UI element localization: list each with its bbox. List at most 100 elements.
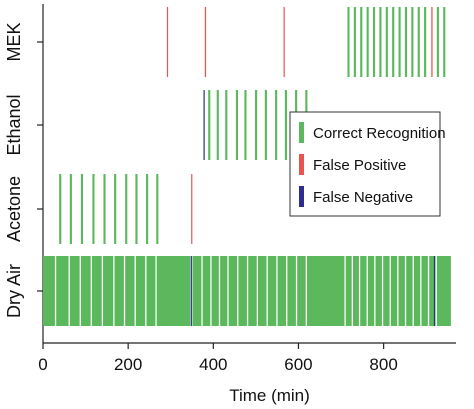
correct-recognition-event-dry-air-60 <box>345 256 352 326</box>
legend-box <box>289 111 441 217</box>
correct-recognition-event-dry-air-67 <box>398 256 405 326</box>
correct-recognition-event-ethanol-19 <box>244 90 247 160</box>
y-category-label-dry-air: Dry Air <box>4 264 24 318</box>
correct-recognition-event-dry-air-39 <box>80 256 91 326</box>
correct-recognition-event-dry-air-48 <box>202 256 211 326</box>
x-tick-label-400: 400 <box>199 355 227 374</box>
correct-recognition-event-ethanol-20 <box>255 90 258 160</box>
correct-recognition-event-dry-air-43 <box>125 256 135 326</box>
correct-recognition-event-ethanol-18 <box>235 90 239 160</box>
x-axis-ticks: 0 200 400 600 800 <box>38 343 398 374</box>
correct-recognition-event-acetone-35 <box>156 174 159 244</box>
legend-swatch-false-positive <box>299 154 304 175</box>
correct-recognition-event-mek-6 <box>385 7 388 77</box>
correct-recognition-event-mek-3 <box>366 7 369 77</box>
false-negative-event-dry-air-2 <box>433 256 436 326</box>
correct-recognition-event-dry-air-37 <box>56 256 69 326</box>
correct-recognition-event-acetone-28 <box>80 174 84 244</box>
correct-recognition-event-dry-air-59 <box>306 256 345 326</box>
correct-recognition-event-mek-4 <box>372 7 376 77</box>
correct-recognition-event-mek-11 <box>417 7 420 77</box>
correct-recognition-event-dry-air-63 <box>367 256 375 326</box>
correct-recognition-event-mek-7 <box>392 7 395 77</box>
correct-recognition-event-dry-air-68 <box>406 256 413 326</box>
correct-recognition-event-dry-air-50 <box>220 256 228 326</box>
correct-recognition-event-dry-air-69 <box>413 256 421 326</box>
correct-recognition-event-dry-air-53 <box>248 256 257 326</box>
correct-recognition-event-mek-5 <box>379 7 382 77</box>
y-category-label-acetone: Acetone <box>4 176 24 242</box>
y-axis-categories: Dry Air Acetone Ethanol MEK <box>4 22 43 318</box>
x-axis-title: Time (min) <box>229 386 310 405</box>
correct-recognition-event-mek-1 <box>353 7 356 77</box>
legend-label-false-positive: False Positive <box>313 157 406 174</box>
event-marks <box>43 7 451 326</box>
correct-recognition-event-ethanol-16 <box>216 90 219 160</box>
correct-recognition-event-dry-air-45 <box>146 256 156 326</box>
correct-recognition-event-ethanol-23 <box>284 90 287 160</box>
correct-recognition-event-dry-air-66 <box>390 256 398 326</box>
correct-recognition-event-mek-2 <box>360 7 363 77</box>
correct-recognition-event-dry-air-61 <box>352 256 359 326</box>
correct-recognition-event-acetone-31 <box>114 174 117 244</box>
correct-recognition-event-acetone-29 <box>92 174 95 244</box>
correct-recognition-event-dry-air-55 <box>267 256 277 326</box>
correct-recognition-event-dry-air-49 <box>211 256 219 326</box>
correct-recognition-event-ethanol-15 <box>208 90 211 160</box>
false-positive-event-mek-1 <box>204 7 207 77</box>
correct-recognition-event-dry-air-44 <box>135 256 146 326</box>
correct-recognition-event-dry-air-52 <box>238 256 247 326</box>
correct-recognition-event-mek-9 <box>404 7 408 77</box>
correct-recognition-event-dry-air-71 <box>429 256 436 326</box>
correct-recognition-event-dry-air-54 <box>258 256 267 326</box>
correct-recognition-event-ethanol-21 <box>264 90 267 160</box>
false-negative-event-ethanol-0 <box>203 90 205 160</box>
correct-recognition-event-dry-air-64 <box>375 256 382 326</box>
correct-recognition-event-dry-air-46 <box>156 256 191 326</box>
correct-recognition-event-acetone-34 <box>146 174 149 244</box>
correct-recognition-event-acetone-27 <box>69 174 72 244</box>
correct-recognition-event-dry-air-41 <box>103 256 114 326</box>
x-tick-label-800: 800 <box>369 355 397 374</box>
correct-recognition-event-dry-air-38 <box>69 256 80 326</box>
correct-recognition-event-acetone-33 <box>135 174 138 244</box>
false-positive-event-acetone-4 <box>191 174 193 244</box>
correct-recognition-event-dry-air-62 <box>360 256 367 326</box>
correct-recognition-event-mek-12 <box>424 7 427 77</box>
correct-recognition-event-mek-0 <box>347 7 350 77</box>
legend: Correct Recognition False Positive False N… <box>289 111 446 217</box>
y-category-label-ethanol: Ethanol <box>4 94 24 155</box>
correct-recognition-event-mek-14 <box>443 7 446 77</box>
correct-recognition-event-dry-air-65 <box>383 256 390 326</box>
correct-recognition-event-dry-air-36 <box>43 256 55 326</box>
correct-recognition-event-dry-air-70 <box>421 256 428 326</box>
legend-swatch-false-negative <box>299 186 304 207</box>
correct-recognition-event-dry-air-72 <box>436 256 451 326</box>
x-tick-label-200: 200 <box>114 355 142 374</box>
correct-recognition-event-acetone-26 <box>59 174 62 244</box>
correct-recognition-event-ethanol-22 <box>275 90 278 160</box>
legend-swatch-correct-recognition <box>299 122 304 143</box>
correct-recognition-event-dry-air-57 <box>287 256 296 326</box>
correct-recognition-event-ethanol-17 <box>225 90 228 160</box>
correct-recognition-event-acetone-32 <box>125 174 128 244</box>
x-tick-label-0: 0 <box>38 355 47 374</box>
correct-recognition-event-mek-13 <box>436 7 439 77</box>
correct-recognition-event-dry-air-47 <box>192 256 202 326</box>
correct-recognition-event-dry-air-56 <box>277 256 287 326</box>
y-category-label-mek: MEK <box>4 22 24 61</box>
correct-recognition-event-dry-air-42 <box>114 256 124 326</box>
false-positive-event-mek-3 <box>431 7 433 77</box>
correct-recognition-event-acetone-30 <box>103 174 106 244</box>
legend-label-correct-recognition: Correct Recognition <box>313 125 446 142</box>
x-tick-label-600: 600 <box>284 355 312 374</box>
correct-recognition-event-dry-air-51 <box>228 256 238 326</box>
correct-recognition-event-mek-8 <box>398 7 401 77</box>
correct-recognition-event-dry-air-58 <box>297 256 306 326</box>
correct-recognition-event-mek-10 <box>411 7 414 77</box>
false-negative-event-dry-air-1 <box>190 256 192 326</box>
correct-recognition-event-dry-air-40 <box>91 256 102 326</box>
false-positive-event-mek-2 <box>283 7 285 77</box>
false-positive-event-mek-0 <box>166 7 169 77</box>
